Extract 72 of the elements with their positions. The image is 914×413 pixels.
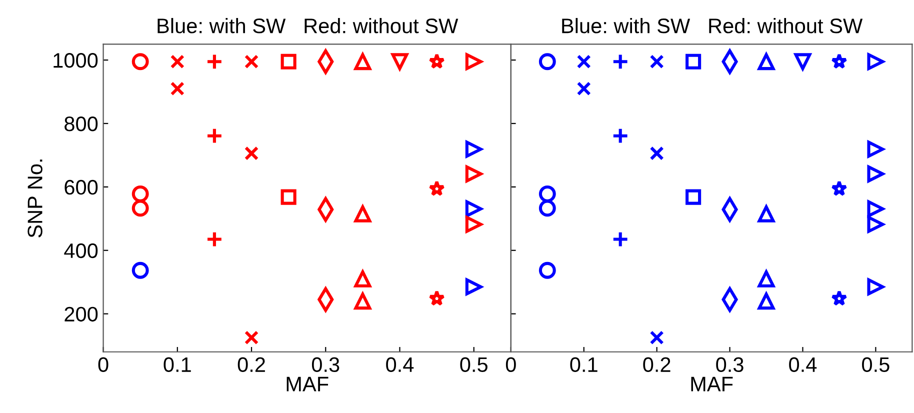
point <box>244 54 259 69</box>
point <box>428 290 445 306</box>
point <box>428 180 445 196</box>
point <box>650 330 664 345</box>
point <box>831 53 848 69</box>
point <box>686 54 702 70</box>
point <box>132 53 149 70</box>
point <box>170 82 184 96</box>
point <box>170 54 184 69</box>
x-tick-label: 0.1 <box>164 357 191 372</box>
point <box>132 200 149 217</box>
point <box>132 262 149 279</box>
point <box>758 292 775 310</box>
y-axis-title: SNP No. <box>28 160 42 238</box>
point <box>686 189 702 205</box>
x-tick-label: 0 <box>506 357 516 372</box>
point <box>538 53 556 70</box>
point <box>867 140 884 158</box>
y-tick-label: 200 <box>64 306 98 322</box>
point <box>831 290 848 306</box>
chart-title: Blue: with SW Red: without SW <box>562 18 863 34</box>
point <box>758 270 775 288</box>
point <box>280 54 296 70</box>
point <box>576 82 591 96</box>
point <box>465 216 482 233</box>
point <box>354 270 372 288</box>
point <box>576 54 591 69</box>
point <box>132 185 149 202</box>
x-tick-label: 0.5 <box>862 357 890 372</box>
point <box>758 205 775 222</box>
point <box>538 185 556 202</box>
x-axis-title: MAF <box>691 376 733 392</box>
point <box>465 140 482 158</box>
x-tick-label: 0.5 <box>460 357 488 372</box>
x-tick-label: 0.4 <box>789 357 817 372</box>
y-tick-label: 800 <box>64 116 98 132</box>
point <box>867 216 884 233</box>
x-tick-label: 0.2 <box>238 357 265 372</box>
point <box>650 54 664 69</box>
point <box>244 330 259 345</box>
point <box>867 200 884 218</box>
point <box>465 278 482 296</box>
point <box>867 53 884 70</box>
point <box>867 278 884 296</box>
x-tick-label: 0 <box>98 357 108 372</box>
point <box>465 165 482 182</box>
point <box>538 200 556 217</box>
point <box>280 189 296 205</box>
x-axis-title: MAF <box>286 376 328 392</box>
point <box>465 200 482 218</box>
x-tick-label: 0.3 <box>312 357 340 372</box>
y-tick-label: 400 <box>64 243 98 258</box>
point <box>758 53 775 70</box>
y-tick-label: 1000 <box>54 53 98 68</box>
point <box>650 146 664 160</box>
x-tick-label: 0.1 <box>570 357 598 372</box>
point <box>831 180 848 196</box>
point <box>867 165 884 182</box>
chart-title: Blue: with SW Red: without SW <box>158 18 458 34</box>
point <box>391 53 408 70</box>
y-tick-label: 600 <box>64 180 98 195</box>
point <box>794 53 812 70</box>
point <box>244 146 259 160</box>
x-tick-label: 0.3 <box>716 357 744 372</box>
x-tick-label: 0.4 <box>386 357 414 372</box>
point <box>354 292 372 310</box>
point <box>538 262 556 279</box>
point <box>428 53 445 69</box>
point <box>354 205 372 222</box>
x-tick-label: 0.2 <box>643 357 670 372</box>
point <box>465 53 482 70</box>
point <box>354 53 372 70</box>
